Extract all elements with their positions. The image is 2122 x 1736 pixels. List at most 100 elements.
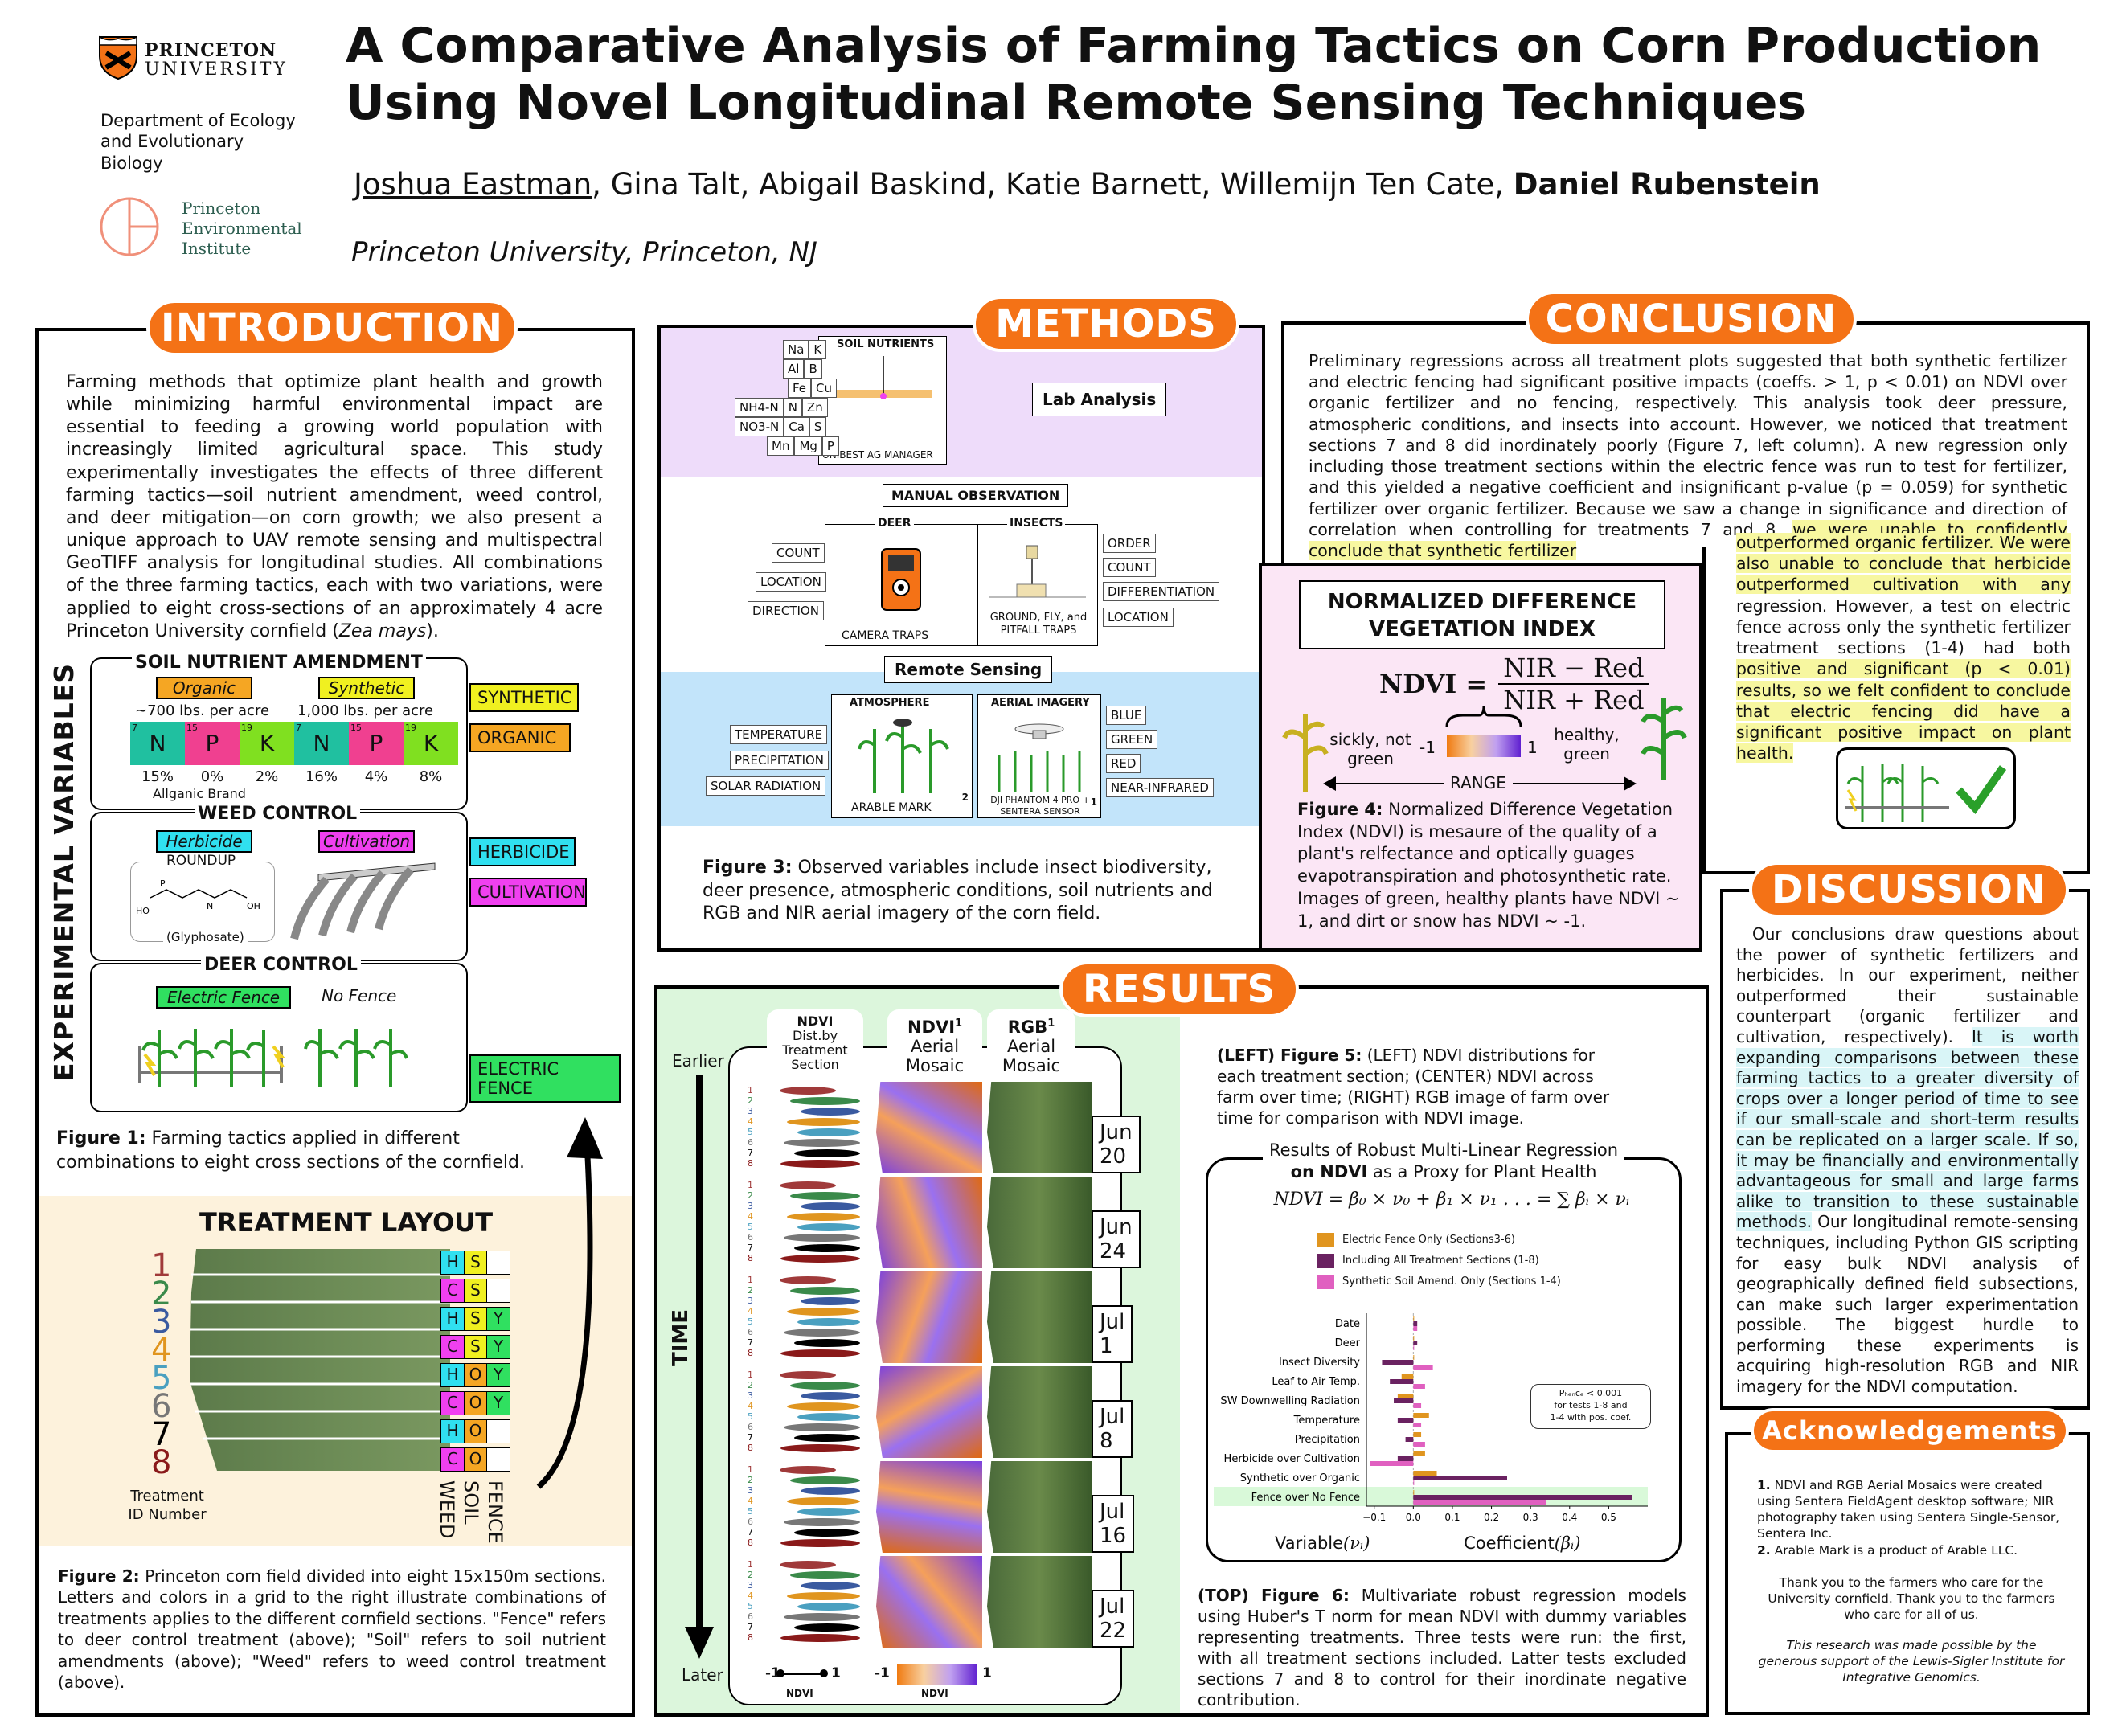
violin-shape	[787, 1213, 860, 1221]
col3-h3: Mosaic	[1002, 1056, 1061, 1075]
insect-location-label: LOCATION	[1103, 608, 1174, 627]
ndvi-mosaic-image	[876, 1177, 982, 1268]
violin-shape	[780, 1466, 836, 1474]
bar	[1413, 1384, 1425, 1389]
violin-shape	[794, 1244, 860, 1252]
bar	[1413, 1336, 1415, 1341]
legend-item: Electric Fence Only (Sections3-6)	[1317, 1230, 1561, 1251]
section-index: 4	[748, 1496, 753, 1506]
section-index: 7	[748, 1148, 753, 1158]
department: Department of Ecology and Evolutionary B…	[100, 111, 296, 173]
fenced-corn-icon	[138, 1029, 285, 1087]
violin-shape	[797, 1223, 860, 1231]
deer-title: DEER CONTROL	[201, 955, 361, 975]
red-band-label: RED	[1106, 754, 1141, 773]
section-index: 2	[748, 1285, 753, 1296]
violin-shape	[790, 1192, 860, 1200]
section-index: 4	[748, 1306, 753, 1316]
fig3-text: Observed variables include insect biodiv…	[703, 858, 1213, 924]
bar	[1397, 1456, 1414, 1461]
ndvi-mosaic-image	[876, 1366, 982, 1458]
pct: 8%	[419, 768, 443, 785]
insect-count-label: COUNT	[1103, 558, 1156, 577]
violin-shape	[801, 1202, 860, 1210]
bar	[1413, 1316, 1415, 1321]
electric-fence-tag: ELECTRIC FENCE	[469, 1054, 621, 1103]
fig5-label: (LEFT) Figure 5:	[1217, 1046, 1362, 1065]
rgb-mosaic-image	[987, 1177, 1092, 1268]
violin-shape	[780, 1561, 836, 1569]
blue-band-label: BLUE	[1106, 706, 1147, 725]
date-label: Jun 20	[1092, 1116, 1141, 1173]
figure1-caption: Figure 1: Farming tactics applied in dif…	[56, 1127, 571, 1176]
violin-shape	[780, 1276, 836, 1284]
ndvi-mosaic-image	[876, 1556, 982, 1648]
discussion-heading: DISCUSSION	[1749, 862, 2069, 918]
pct: 4%	[364, 768, 388, 785]
synthetic-npk: 7 N 15 P 19 K	[294, 722, 458, 765]
category-label: SW Downwelling Radiation	[1220, 1395, 1360, 1407]
ndvi-mosaic-image	[876, 1271, 982, 1363]
conclusion-text-1: Preliminary regressions across all treat…	[1309, 351, 2067, 539]
category-label: Temperature	[1293, 1415, 1360, 1427]
pei-logo: Princeton Environmental Institute	[98, 195, 307, 260]
col3-header: RGB1 Aerial Mosaic	[987, 1009, 1075, 1079]
rgb-mosaic-image	[987, 1556, 1092, 1648]
princeton-logo: PRINCETON UNIVERSITY	[98, 35, 295, 84]
treatment-cell	[486, 1419, 510, 1443]
insect-diff-label: DIFFERENTIATION	[1103, 582, 1220, 601]
treatment-cell: H	[440, 1363, 465, 1387]
unibest-label: UNIBEST AG MANAGER	[822, 449, 933, 461]
treatment-cell: C	[440, 1335, 465, 1359]
category-label: Deer	[1335, 1337, 1361, 1349]
violin-shape	[797, 1603, 860, 1611]
category-label: Insect Diversity	[1279, 1357, 1360, 1369]
bar	[1413, 1490, 1415, 1495]
conclusion-graphic	[1836, 747, 2016, 829]
lab-analysis-label: Lab Analysis	[1032, 383, 1167, 416]
col2-header: NDVI1 Aerial Mosaic	[887, 1009, 982, 1079]
violin-shape	[790, 1287, 860, 1295]
violin-shape	[801, 1487, 860, 1495]
element: Mg	[794, 436, 822, 456]
figure2-caption: Figure 2: Princeton corn field divided i…	[58, 1566, 606, 1693]
ack-thanks: Thank you to the farmers who care for th…	[1768, 1574, 2055, 1622]
author-first: Joshua Eastman	[354, 167, 592, 202]
treatment-cell	[486, 1279, 510, 1303]
ack-text: NDVI and RGB Aerial Mosaics were created…	[1757, 1478, 2060, 1542]
pnote-2: for tests 1-8 and	[1554, 1400, 1628, 1410]
regression-formula: NDVI = β₀ × ν₀ + β₁ × ν₁ . . . = ∑ βᵢ × …	[1273, 1189, 1630, 1210]
xlabel-right: Coefficient	[1464, 1533, 1555, 1553]
section-index: 5	[748, 1506, 753, 1517]
col1-h2: Dist.by	[792, 1028, 838, 1043]
rgb-mosaic-image	[987, 1461, 1092, 1553]
category-label: Leaf to Air Temp.	[1272, 1376, 1360, 1388]
treatment-cell: S	[463, 1251, 488, 1275]
soil-nutrients-title: SOIL NUTRIENTS	[837, 338, 935, 350]
ndvi-title: NORMALIZED DIFFERENCE VEGETATION INDEX	[1299, 580, 1665, 649]
pct: 15%	[141, 768, 174, 785]
element: Zn	[801, 398, 828, 417]
section-index: 8	[748, 1632, 753, 1643]
element: K	[809, 340, 827, 359]
arable-sup: 2	[961, 792, 969, 803]
electric-fence-chip: Electric Fence	[156, 986, 291, 1009]
range-label: RANGE	[1444, 773, 1513, 792]
npk-p: P	[205, 730, 219, 756]
xlabel-left-math: (νᵢ)	[1343, 1533, 1370, 1553]
violin-shape	[787, 1402, 860, 1410]
affiliation: Princeton University, Princeton, NJ	[351, 236, 817, 268]
ndvi-formula: NDVI = NIR − Red NIR + Red	[1379, 653, 1649, 715]
section-index: 2	[748, 1190, 753, 1201]
treatment-cell: H	[440, 1307, 465, 1331]
arable-text: ARABLE MARK	[851, 801, 932, 814]
cultivation-tag: CULTIVATION	[469, 878, 587, 907]
violin-shape	[787, 1308, 860, 1316]
synthetic-rate: 1,000 lbs. per acre	[297, 702, 434, 719]
